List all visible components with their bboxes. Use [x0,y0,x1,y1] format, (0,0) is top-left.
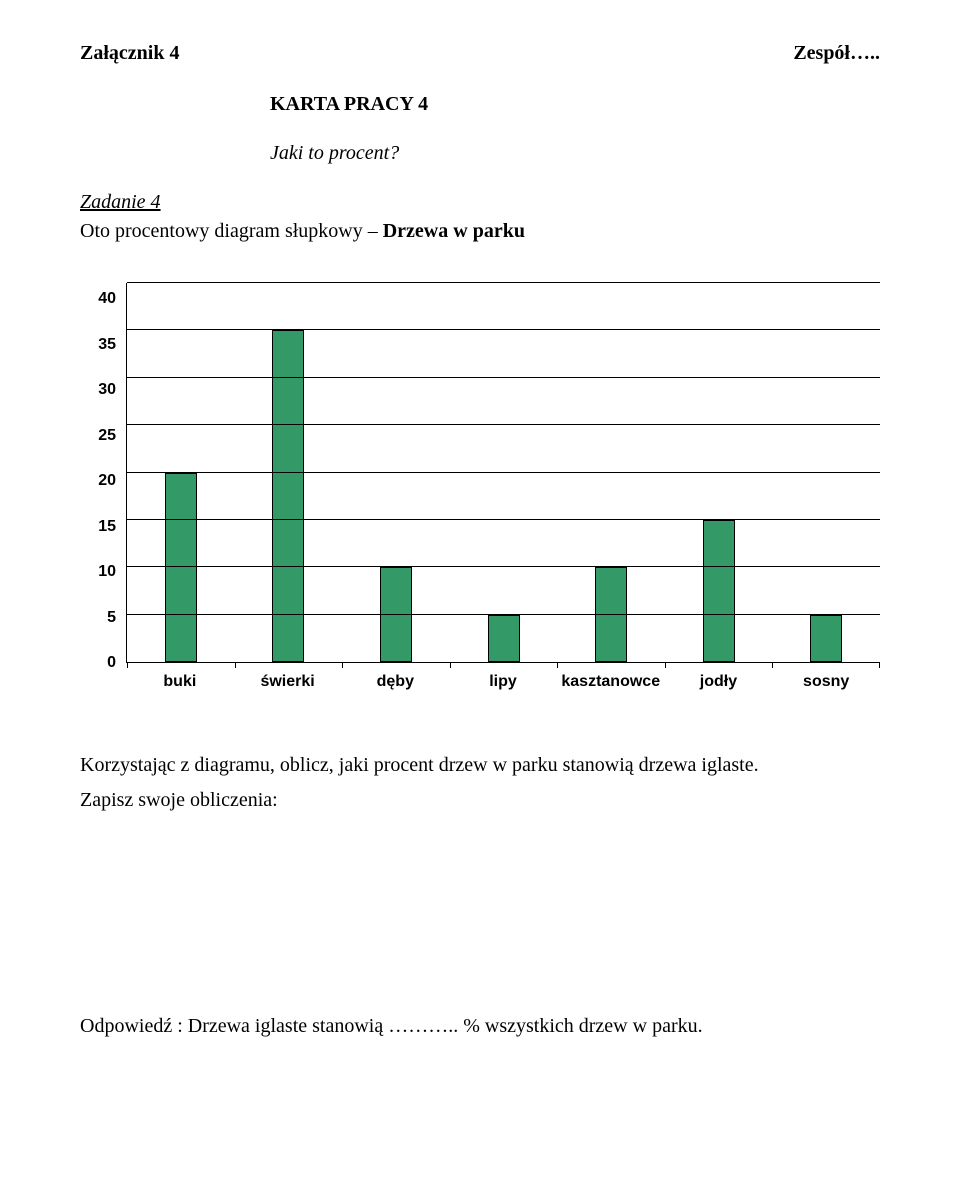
y-tick-label: 0 [107,655,116,671]
gridline [127,282,880,283]
gridline [127,566,880,567]
x-axis-labels: bukiświerkidębylipykasztanowcejodłysosny [126,663,880,691]
bar [810,615,842,662]
bar-slot [235,283,343,662]
x-label: sosny [772,673,880,691]
x-label: świerki [234,673,342,691]
bar [380,567,412,662]
x-label: lipy [449,673,557,691]
gridline [127,614,880,615]
y-tick-label: 5 [107,610,116,626]
gridline [127,377,880,378]
y-tick-label: 20 [98,473,116,489]
bar-slot [557,283,665,662]
bar [272,330,304,662]
bar [165,473,197,663]
x-label: jodły [665,673,773,691]
x-tick [665,662,666,668]
x-tick [450,662,451,668]
bar-slot [450,283,558,662]
x-label: dęby [341,673,449,691]
x-tick [127,662,128,668]
page: Załącznik 4 Zespół….. KARTA PRACY 4 Jaki… [0,0,960,1078]
y-axis: 4035302520151050 [80,283,126,663]
task-desc-bold: Drzewa w parku [383,220,525,242]
answer-line: Odpowiedź : Drzewa iglaste stanowią ……….… [80,1015,880,1038]
instruction-line-1: Korzystając z diagramu, oblicz, jaki pro… [80,751,880,780]
team-label: Zespół….. [793,42,880,65]
x-tick [772,662,773,668]
task-description: Oto procentowy diagram słupkowy – Drzewa… [80,220,880,243]
x-label: kasztanowce [557,673,665,691]
y-tick-label: 15 [98,519,116,535]
karta-title: KARTA PRACY 4 [270,93,880,116]
bar-slot [342,283,450,662]
gridline [127,472,880,473]
x-tick [235,662,236,668]
y-tick-label: 40 [98,291,116,307]
gridline [127,329,880,330]
bars-container [127,283,880,662]
bar [703,520,735,662]
task-desc-prefix: Oto procentowy diagram słupkowy – [80,220,383,242]
bar-slot [772,283,880,662]
y-tick-label: 30 [98,382,116,398]
y-tick-label: 35 [98,337,116,353]
x-label: buki [126,673,234,691]
x-tick [557,662,558,668]
x-tick [342,662,343,668]
plot-area [126,283,880,663]
gridline [127,519,880,520]
bar [488,615,520,662]
y-tick-label: 25 [98,428,116,444]
chart-area: 4035302520151050 [80,283,880,663]
subtitle: Jaki to procent? [270,142,880,165]
y-tick-label: 10 [98,564,116,580]
task-label: Zadanie 4 [80,191,880,214]
instruction-line-2: Zapisz swoje obliczenia: [80,786,880,815]
attachment-label: Załącznik 4 [80,42,179,65]
bar-slot [665,283,773,662]
bar-slot [127,283,235,662]
title-block: KARTA PRACY 4 Jaki to procent? [80,93,880,165]
top-row: Załącznik 4 Zespół….. [80,42,880,65]
gridline [127,424,880,425]
bar [595,567,627,662]
bar-chart: 40 35 30 25 20 15 10 5 0 bukiświerkidębylipykasz… [80,283,880,691]
